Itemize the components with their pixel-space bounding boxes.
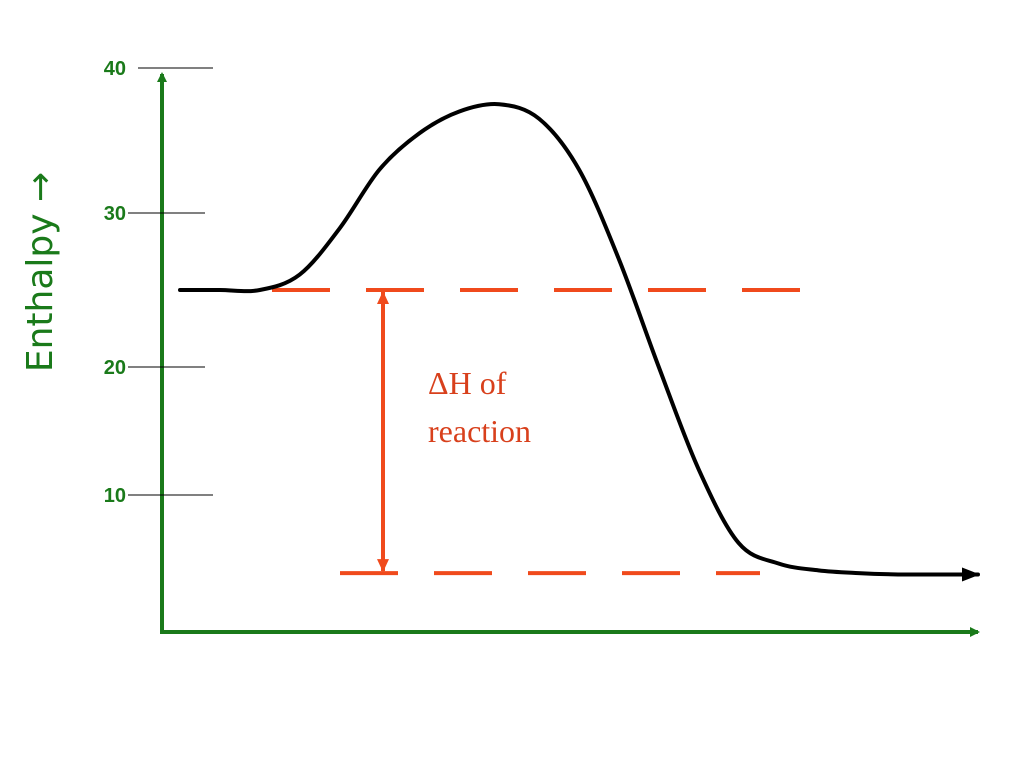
annotation-line-1: ΔH of: [428, 365, 507, 401]
y-tick-label: 30: [104, 203, 126, 225]
y-tick-label: 20: [104, 357, 126, 379]
delta-h-annotation: ΔH of reaction: [428, 365, 531, 449]
y-tick-label: 40: [104, 58, 126, 80]
axes: [157, 72, 980, 637]
y-axis-title: Enthalpy →: [20, 172, 61, 372]
energy-profile-curve: [178, 102, 980, 582]
y-tick-label: 10: [104, 485, 126, 507]
reference-lines: [272, 288, 805, 576]
y-ticks: 40 30 20 10: [104, 58, 213, 507]
annotation-line-2: reaction: [428, 413, 531, 449]
